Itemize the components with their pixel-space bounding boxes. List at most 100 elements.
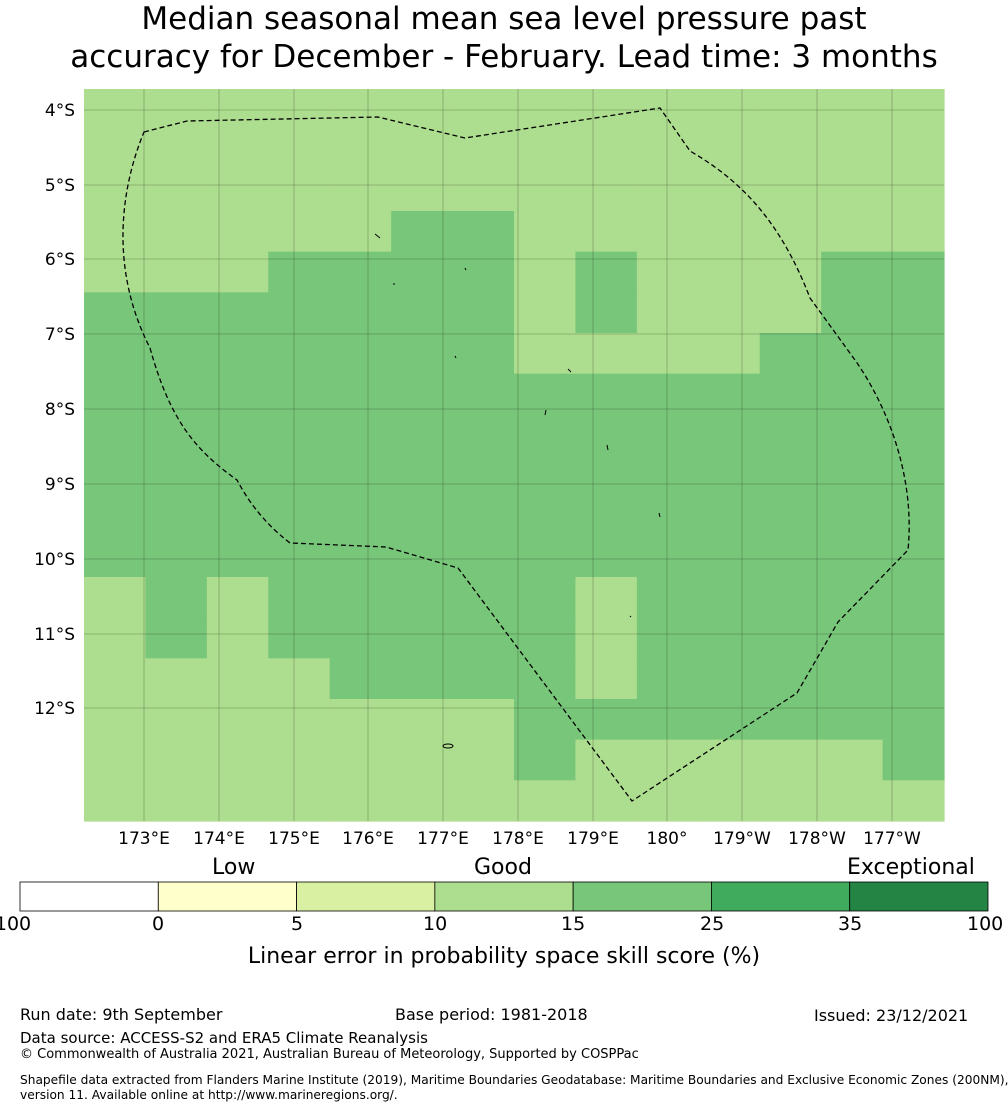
run-date: Run date: 9th September: [20, 1005, 223, 1024]
grid-cell: [84, 129, 147, 171]
grid-cell: [145, 699, 208, 741]
grid-cell: [145, 455, 208, 497]
grid-cell: [391, 699, 454, 741]
grid-cell: [514, 170, 577, 212]
grid-cell: [759, 699, 822, 741]
longitude-label: 178°W: [788, 829, 846, 849]
grid-cell: [268, 577, 331, 619]
grid-cell: [514, 211, 577, 253]
grid-cell: [329, 455, 392, 497]
grid-cell: [821, 658, 884, 700]
colorbar-segment: [849, 881, 989, 912]
grid-cell: [636, 495, 699, 537]
shapefile-credit-line-2: version 11. Available online at http://w…: [20, 1088, 398, 1102]
title-line-2: accuracy for December - February. Lead t…: [70, 39, 938, 75]
grid-cell: [268, 780, 331, 822]
grid-cell: [575, 414, 638, 456]
grid-cell: [145, 333, 208, 375]
grid-cell: [145, 373, 208, 415]
colorbar: [19, 881, 989, 912]
grid-cell: [575, 658, 638, 700]
grid-cell: [821, 536, 884, 578]
grid-cell: [391, 211, 454, 253]
grid-cell: [514, 699, 577, 741]
grid-cell: [391, 617, 454, 659]
grid-cell: [206, 292, 269, 334]
colorbar-tick: -100: [0, 913, 32, 935]
grid-cell: [268, 495, 331, 537]
grid-cell: [882, 170, 945, 212]
island: [606, 444, 609, 451]
latitude-label: 11°S: [34, 625, 75, 645]
grid-cell: [821, 251, 884, 293]
grid-cell: [452, 129, 515, 171]
grid-cell: [452, 170, 515, 212]
grid-cell: [698, 129, 761, 171]
grid-cell: [206, 699, 269, 741]
grid-cell: [698, 658, 761, 700]
grid-cell: [636, 170, 699, 212]
latitude-labels: 4°S 5°S 6°S 7°S 8°S 9°S 10°S 11°S 12°S: [34, 101, 75, 719]
grid-cell: [882, 373, 945, 415]
longitude-label: 174°E: [193, 829, 245, 849]
data-source: Data source: ACCESS-S2 and ERA5 Climate …: [20, 1029, 428, 1047]
grid-cell: [145, 739, 208, 781]
grid-cell: [268, 699, 331, 741]
grid-cell: [391, 658, 454, 700]
grid-cell: [84, 170, 147, 212]
grid-cell: [268, 170, 331, 212]
grid-cell: [698, 333, 761, 375]
grid-cell: [759, 577, 822, 619]
chart-title: Median seasonal mean sea level pressure …: [0, 0, 1008, 76]
grid-cell: [329, 536, 392, 578]
longitude-label: 173°E: [118, 829, 170, 849]
colorbar-category-low: Low: [212, 855, 256, 880]
grid-cell: [821, 211, 884, 253]
grid-cell: [759, 292, 822, 334]
longitude-label: 176°E: [342, 829, 394, 849]
grid-cell: [145, 129, 208, 171]
grid-cell: [84, 414, 147, 456]
grid-cell: [882, 780, 945, 822]
grid-cell: [84, 577, 147, 619]
grid-cell: [206, 251, 269, 293]
grid-cell: [882, 292, 945, 334]
grid-cell: [452, 89, 515, 131]
colorbar-tick: 0: [152, 913, 165, 935]
island: [374, 233, 381, 239]
grid-cell: [514, 292, 577, 334]
grid-cell: [514, 455, 577, 497]
grid-cell: [759, 170, 822, 212]
grid-cell: [145, 617, 208, 659]
grid-cell: [206, 211, 269, 253]
island: [544, 409, 547, 416]
grid-cell: [206, 739, 269, 781]
grid-cell: [329, 89, 392, 131]
grid-cell: [575, 536, 638, 578]
grid-cell: [514, 89, 577, 131]
grid-cell: [575, 129, 638, 171]
grid-cell: [882, 577, 945, 619]
grid-cell: [268, 536, 331, 578]
grid-cell: [698, 699, 761, 741]
grid-cell: [452, 251, 515, 293]
grid-cell: [145, 211, 208, 253]
colorbar-segment: [157, 881, 297, 912]
grid-cell: [882, 211, 945, 253]
latitude-label: 12°S: [34, 699, 75, 719]
grid-cell: [391, 414, 454, 456]
grid-cell: [514, 577, 577, 619]
grid-cell: [636, 699, 699, 741]
grid-cell: [514, 536, 577, 578]
grid-cell: [329, 170, 392, 212]
grid-cell: [206, 373, 269, 415]
colorbar-segment: [434, 881, 574, 912]
grid-cell: [268, 455, 331, 497]
grid-cell: [575, 333, 638, 375]
grid-cell: [882, 455, 945, 497]
grid-cell: [84, 211, 147, 253]
grid-cell: [329, 211, 392, 253]
grid-cell: [84, 333, 147, 375]
grid-cell: [452, 292, 515, 334]
grid-cell: [268, 251, 331, 293]
